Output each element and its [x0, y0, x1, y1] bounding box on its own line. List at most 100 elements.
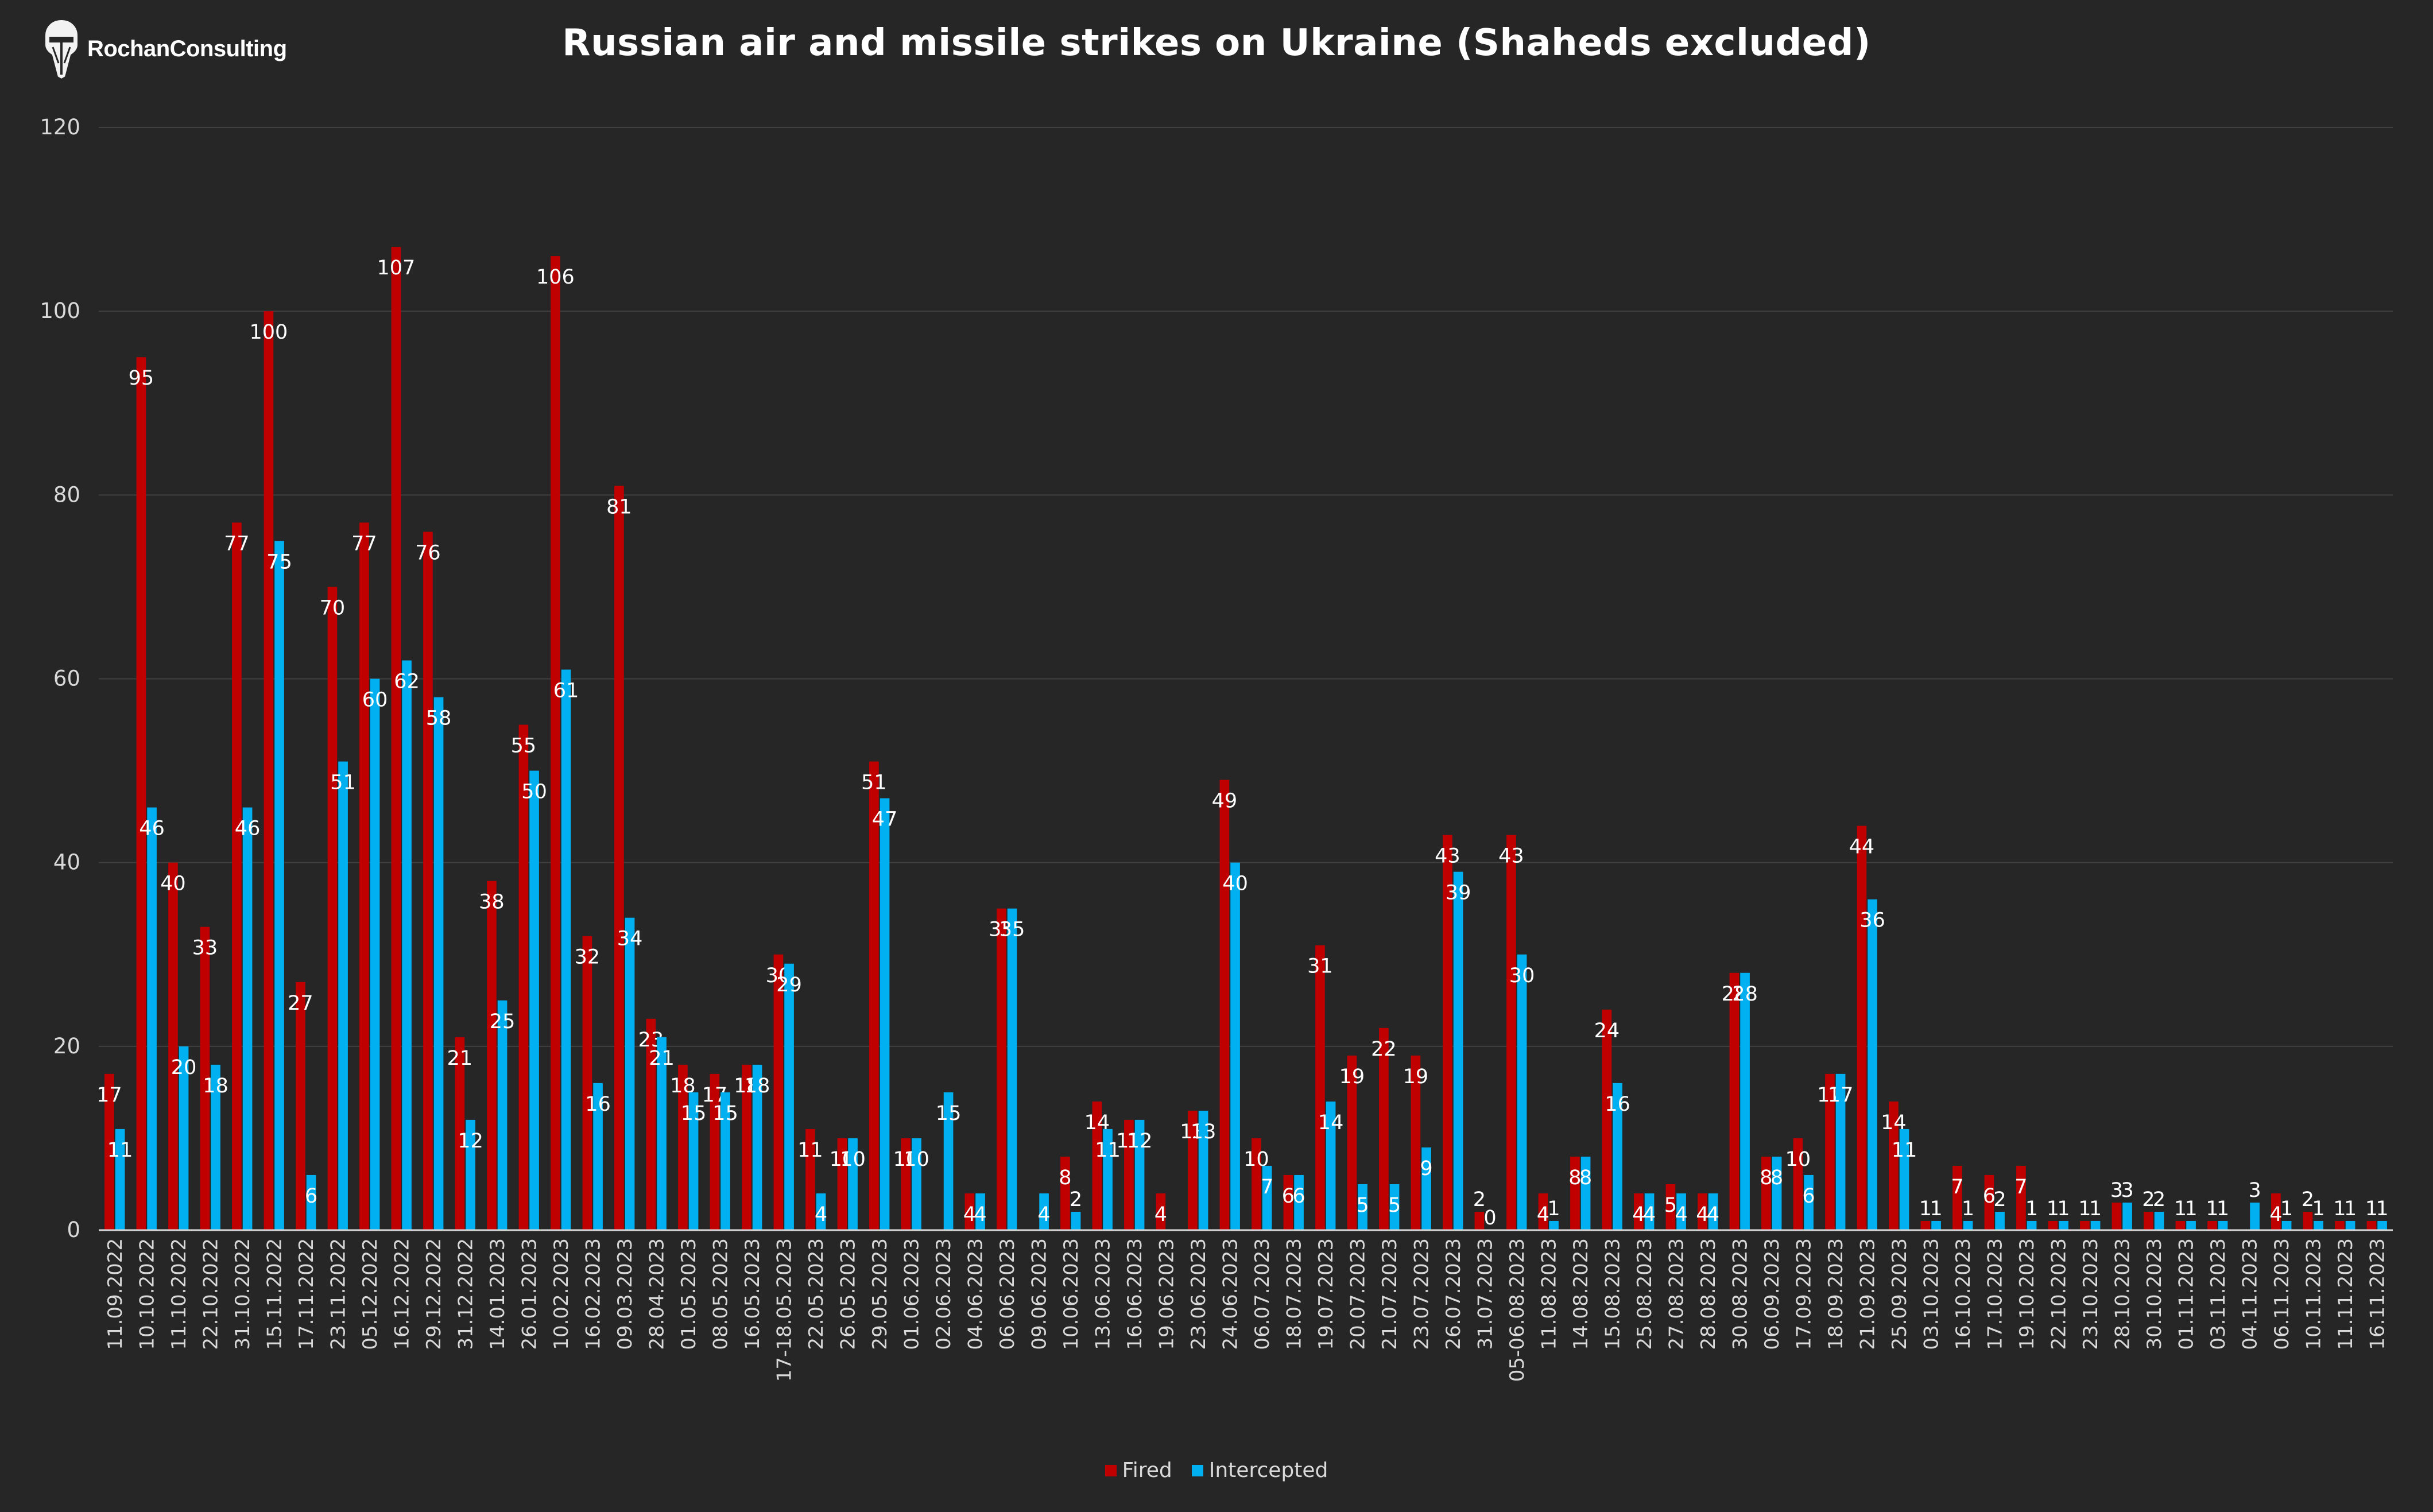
data-label-fired: 95 — [129, 367, 154, 390]
bar-intercepted — [1995, 1211, 2005, 1230]
bar-fired — [2048, 1220, 2058, 1230]
bar-fired — [551, 256, 560, 1230]
bar-fired — [1920, 1220, 1931, 1230]
data-label-intercepted: 12 — [1127, 1130, 1153, 1153]
bar-intercepted — [402, 660, 412, 1230]
x-tick-label: 30.10.2023 — [2143, 1238, 2166, 1350]
data-label-intercepted: 5 — [1388, 1194, 1401, 1217]
bar-intercepted — [2154, 1211, 2164, 1230]
data-label-fired: 11 — [797, 1139, 823, 1162]
data-label-fired: 1 — [2174, 1197, 2187, 1220]
data-label-fired: 100 — [250, 321, 288, 344]
bar-intercepted — [943, 1092, 954, 1230]
legend-swatch-intercepted — [1191, 1464, 1203, 1476]
x-tick-label: 16.06.2023 — [1123, 1238, 1146, 1350]
data-label-fired: 7 — [2014, 1176, 2027, 1199]
data-label-fired: 2 — [2302, 1188, 2314, 1211]
bar-fired — [232, 522, 242, 1230]
bar-fired — [1252, 1138, 1261, 1230]
data-label-intercepted: 51 — [330, 771, 356, 794]
bar-intercepted — [1772, 1156, 1782, 1230]
x-tick-label: 17.11.2022 — [295, 1238, 318, 1350]
data-label-intercepted: 29 — [776, 974, 802, 997]
bar-fired — [2303, 1211, 2313, 1230]
x-tick-label: 31.10.2022 — [231, 1238, 254, 1350]
data-label-intercepted: 18 — [203, 1075, 228, 1098]
data-label-fired: 2 — [1473, 1188, 1486, 1211]
data-label-fired: 4 — [1696, 1203, 1708, 1226]
x-tick-label: 22.10.2023 — [2047, 1238, 2070, 1350]
x-tick-label: 08.05.2023 — [709, 1238, 732, 1350]
x-tick-label: 22.10.2022 — [199, 1238, 222, 1350]
bar-intercepted — [561, 669, 571, 1230]
bar-fired — [391, 247, 401, 1230]
bar-fired — [1188, 1110, 1198, 1230]
bar-fired — [2271, 1193, 2281, 1230]
x-tick-label: 16.10.2023 — [1952, 1238, 1975, 1350]
x-tick-label: 26.07.2023 — [1442, 1238, 1465, 1350]
bar-fired — [869, 761, 879, 1230]
x-tick-label: 28.08.2023 — [1697, 1238, 1720, 1350]
data-label-intercepted: 1 — [2312, 1197, 2324, 1220]
data-label-fired: 5 — [1664, 1194, 1677, 1217]
x-tick-label: 23.07.2023 — [1410, 1238, 1433, 1350]
data-label-fired: 81 — [606, 495, 632, 518]
data-label-fired: 1 — [2333, 1197, 2346, 1220]
x-tick-label: 05.12.2022 — [359, 1238, 382, 1350]
data-label-intercepted: 8 — [1770, 1166, 1783, 1189]
bar-intercepted — [1421, 1147, 1431, 1230]
bar-fired — [1506, 835, 1516, 1230]
bar-intercepted — [1549, 1220, 1559, 1230]
x-tick-label: 28.04.2023 — [645, 1238, 668, 1350]
bar-fired — [997, 908, 1006, 1230]
x-tick-label: 16.11.2023 — [2366, 1238, 2389, 1350]
x-tick-label: 06.09.2023 — [1761, 1238, 1784, 1350]
x-tick-label: 02.06.2023 — [932, 1238, 955, 1350]
x-tick-label: 03.10.2023 — [1920, 1238, 1943, 1350]
bar-intercepted — [1230, 862, 1240, 1230]
bar-fired — [1379, 1028, 1389, 1230]
bar-intercepted — [2186, 1220, 2196, 1230]
bar-intercepted — [784, 963, 794, 1230]
x-tick-label: 27.08.2023 — [1665, 1238, 1688, 1350]
data-label-intercepted: 6 — [305, 1185, 317, 1208]
bar-intercepted — [1613, 1083, 1622, 1230]
bar-intercepted — [1899, 1129, 1909, 1230]
data-label-intercepted: 11 — [1095, 1139, 1121, 1162]
data-label-intercepted: 1 — [1962, 1197, 1974, 1220]
bar-fired — [2175, 1220, 2186, 1230]
bar-fired — [1634, 1193, 1644, 1230]
data-label-intercepted: 10 — [840, 1148, 866, 1171]
bar-intercepted — [1931, 1220, 1941, 1230]
data-label-fired: 107 — [377, 257, 416, 280]
x-tick-label: 18.09.2023 — [1824, 1238, 1847, 1350]
data-label-fired: 8 — [1760, 1166, 1772, 1189]
data-label-intercepted: 3 — [2121, 1179, 2133, 1202]
x-tick-label: 30.08.2023 — [1729, 1238, 1752, 1350]
bar-intercepted — [179, 1046, 189, 1230]
bar-fired — [264, 311, 274, 1230]
x-tick-label: 11.08.2023 — [1537, 1238, 1560, 1350]
data-label-intercepted: 16 — [1605, 1093, 1630, 1116]
bar-fired — [1092, 1101, 1102, 1230]
data-label-intercepted: 12 — [458, 1130, 483, 1153]
data-label-fired: 27 — [288, 992, 313, 1015]
data-label-fired: 77 — [224, 532, 250, 555]
x-tick-label: 01.06.2023 — [900, 1238, 923, 1350]
x-tick-label: 17.09.2023 — [1792, 1238, 1815, 1350]
data-label-intercepted: 30 — [1509, 964, 1535, 987]
x-tick-label: 06.07.2023 — [1251, 1238, 1274, 1350]
data-label-fired: 40 — [160, 873, 186, 895]
data-label-intercepted: 9 — [1420, 1157, 1432, 1180]
data-label-fired: 32 — [575, 946, 600, 969]
legend-label-intercepted: Intercepted — [1208, 1459, 1328, 1482]
x-tick-label: 23.10.2023 — [2079, 1238, 2102, 1350]
bar-intercepted — [1294, 1174, 1304, 1230]
bar-fired — [1857, 825, 1867, 1230]
data-label-fired: 4 — [1632, 1203, 1645, 1226]
x-tick-label: 16.02.2023 — [582, 1238, 605, 1350]
bar-intercepted — [2377, 1220, 2387, 1230]
data-label-intercepted: 1 — [2089, 1197, 2102, 1220]
bar-fired — [582, 936, 592, 1230]
x-tick-label: 04.06.2023 — [964, 1238, 987, 1350]
